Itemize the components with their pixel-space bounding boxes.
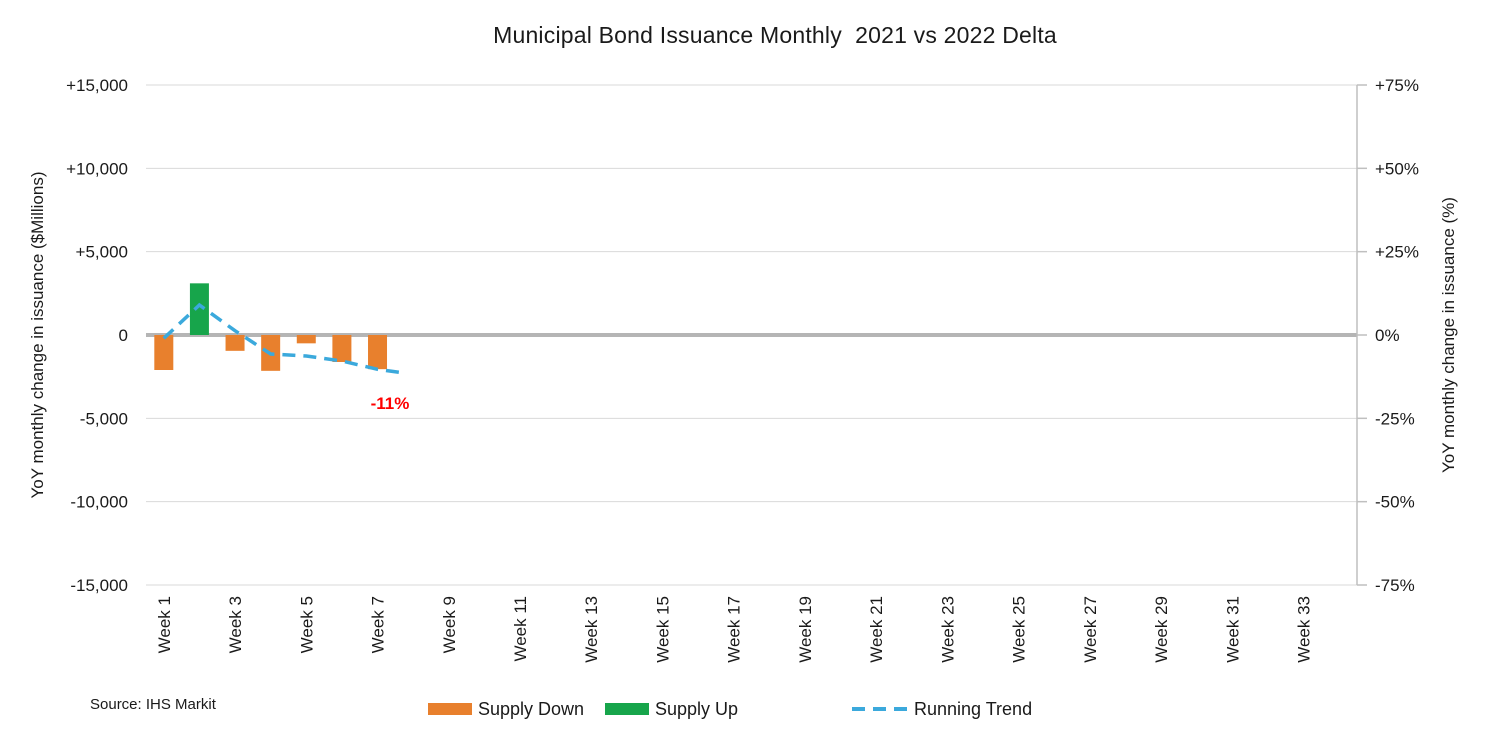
- supply-down-bar: [332, 335, 352, 362]
- x-axis-tick-label: Week 1: [155, 596, 174, 653]
- right-axis-tick-label: -50%: [1375, 493, 1415, 512]
- left-axis-tick-label: -5,000: [80, 409, 128, 428]
- x-axis-tick-label: Week 3: [226, 596, 245, 653]
- x-axis-tick-label: Week 27: [1081, 596, 1100, 663]
- legend-item-supply-down: Supply Down: [428, 696, 584, 722]
- left-axis-tick-label: -10,000: [70, 493, 128, 512]
- left-axis-tick-label: +10,000: [66, 159, 128, 178]
- running-trend-line: [162, 302, 400, 375]
- supply-down-bar: [368, 335, 388, 370]
- x-axis-tick-label: Week 33: [1295, 596, 1314, 663]
- chart-title: Municipal Bond Issuance Monthly 2021 vs …: [493, 22, 1057, 48]
- x-axis-tick-label: Week 13: [582, 596, 601, 663]
- left-axis-tick-label: -15,000: [70, 576, 128, 595]
- legend-label-supply-up: Supply Up: [655, 698, 739, 719]
- x-axis-tick-label: Week 31: [1223, 596, 1242, 663]
- x-axis-tick-label: Week 29: [1152, 596, 1171, 663]
- x-axis-tick-label: Week 23: [938, 596, 957, 663]
- supply-down-bar: [225, 335, 245, 351]
- x-axis-tick-label: Week 15: [653, 596, 672, 663]
- trend-end-annotation: -11%: [370, 394, 410, 413]
- right-axis-tick-label: 0%: [1375, 326, 1400, 345]
- legend-label-supply-down: Supply Down: [478, 698, 585, 719]
- left-axis-tick-label: +15,000: [66, 76, 128, 95]
- x-axis-tick-label: Week 19: [796, 596, 815, 663]
- x-axis-tick-label: Week 25: [1010, 596, 1029, 663]
- right-axis-tick-label: -75%: [1375, 576, 1415, 595]
- running-trend-dash-icon: [852, 707, 908, 711]
- right-axis-tick-label: +25%: [1375, 243, 1419, 262]
- source-note: Source: IHS Markit: [90, 696, 216, 713]
- supply-down-bar: [296, 335, 316, 344]
- legend-item-supply-up: Supply Up: [605, 696, 738, 722]
- supply-up-bar: [189, 283, 209, 335]
- legend: Supply Down Supply Up Running Trend: [0, 696, 1491, 722]
- x-axis-tick-label: Week 21: [867, 596, 886, 663]
- x-axis-tick-label: Week 7: [369, 596, 388, 653]
- x-axis-tick-label: Week 17: [725, 596, 744, 663]
- right-axis-tick-label: -25%: [1375, 409, 1415, 428]
- x-axis-tick-label: Week 11: [511, 596, 530, 662]
- supply-down-bar: [154, 335, 174, 370]
- left-axis-tick-label: 0: [119, 326, 128, 345]
- supply-down-swatch-icon: [428, 703, 472, 715]
- x-axis-tick-label: Week 9: [440, 596, 459, 653]
- left-axis-tick-label: +5,000: [76, 243, 128, 262]
- right-axis-tick-label: +75%: [1375, 76, 1419, 95]
- supply-up-swatch-icon: [605, 703, 649, 715]
- legend-label-running-trend: Running Trend: [914, 698, 1033, 719]
- right-axis-tick-label: +50%: [1375, 159, 1419, 178]
- legend-item-running-trend: Running Trend: [852, 696, 1032, 722]
- x-axis-tick-label: Week 5: [297, 596, 316, 653]
